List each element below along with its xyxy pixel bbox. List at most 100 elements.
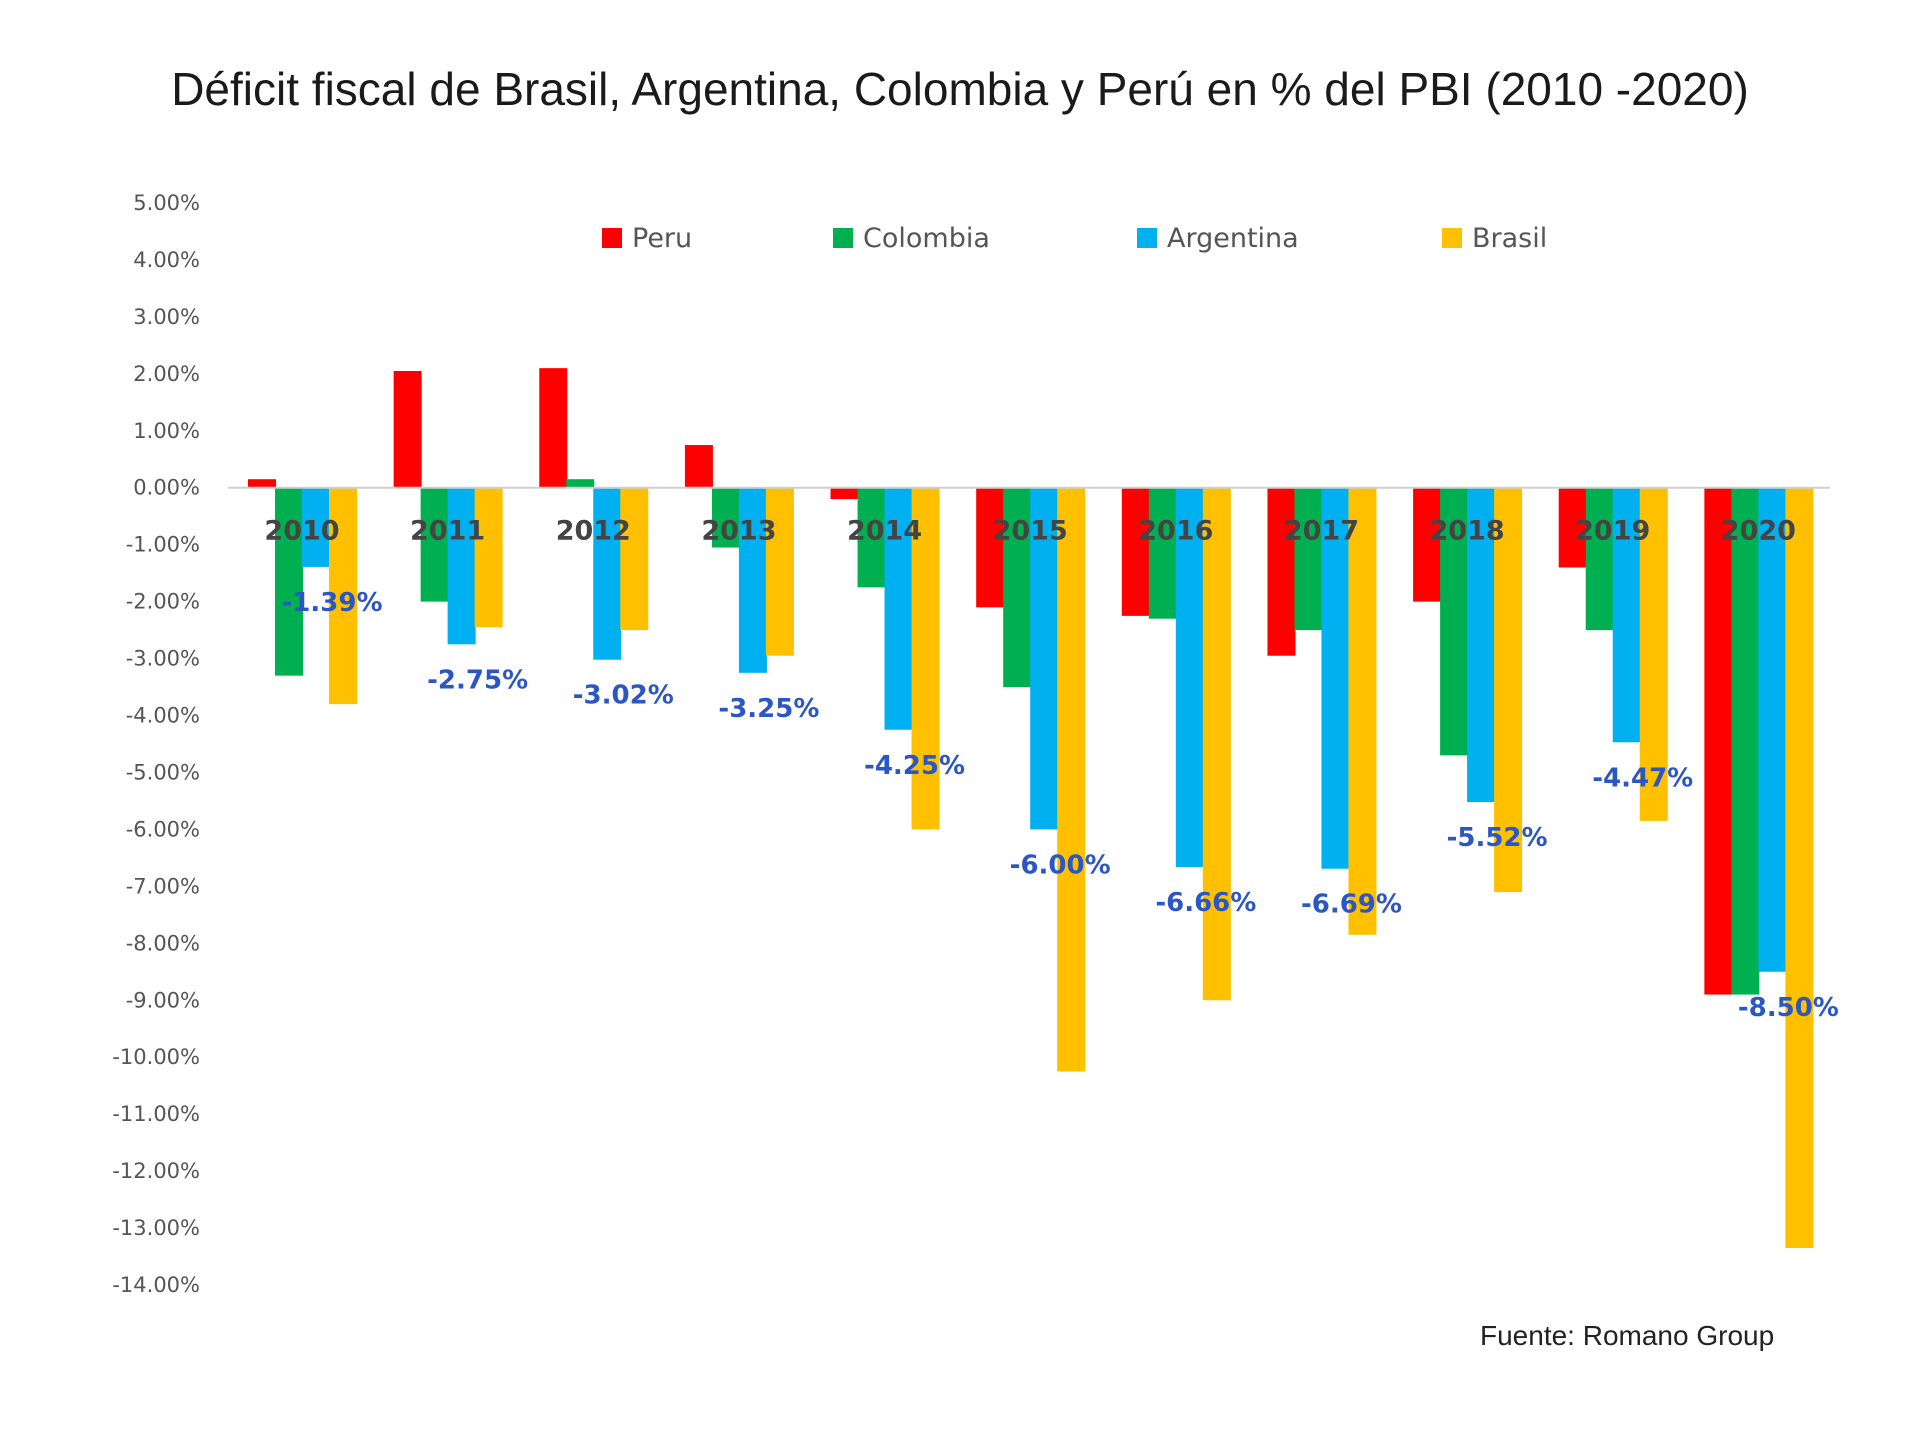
bar-peru bbox=[1413, 487, 1442, 602]
x-category-label: 2015 bbox=[993, 516, 1068, 547]
y-tick-label: -10.00% bbox=[112, 1045, 200, 1069]
y-axis: 5.00% 4.00% 3.00% 2.00% 1.00% 0.00% -1.00% -2.0… bbox=[112, 191, 200, 1297]
legend: Peru Colombia Argentina Brasil bbox=[602, 223, 1547, 254]
bar-peru bbox=[830, 487, 859, 500]
bar-peru bbox=[976, 487, 1005, 608]
bar-argentina bbox=[447, 487, 476, 645]
y-tick-label: -1.00% bbox=[126, 533, 200, 557]
y-tick-label: -6.00% bbox=[126, 817, 200, 841]
bar-colombia bbox=[1585, 487, 1614, 631]
x-category-label: 2019 bbox=[1575, 516, 1650, 547]
bar-argentina bbox=[1467, 487, 1496, 803]
legend-label: Brasil bbox=[1472, 223, 1547, 254]
source-note: Fuente: Romano Group bbox=[1480, 1320, 1775, 1351]
data-label: -3.02% bbox=[573, 681, 674, 711]
y-tick-label: 2.00% bbox=[133, 362, 200, 386]
data-label: -4.47% bbox=[1592, 763, 1693, 793]
bar-peru bbox=[1704, 487, 1733, 995]
y-tick-label: -3.00% bbox=[126, 647, 200, 671]
y-tick-label: -9.00% bbox=[126, 988, 200, 1012]
bar-peru bbox=[1121, 487, 1150, 616]
x-category-label: 2018 bbox=[1430, 516, 1505, 547]
bar-peru bbox=[393, 370, 422, 488]
bar-brasil bbox=[474, 487, 503, 628]
bar-argentina bbox=[1175, 487, 1204, 868]
bar-brasil bbox=[329, 487, 357, 705]
bar-colombia bbox=[857, 487, 886, 588]
y-tick-label: -4.00% bbox=[126, 704, 200, 728]
y-tick-label: -12.00% bbox=[112, 1159, 200, 1183]
bar-peru bbox=[248, 479, 276, 488]
y-tick-label: 0.00% bbox=[133, 476, 200, 500]
bar-brasil bbox=[1639, 487, 1668, 821]
data-labels: -1.39% -2.75% -3.02% -3.25% -4.25% -6.00% -6.6… bbox=[282, 588, 1839, 1023]
y-tick-label: -8.00% bbox=[126, 931, 200, 955]
y-tick-label: 5.00% bbox=[133, 191, 200, 215]
x-category-label: 2017 bbox=[1284, 516, 1359, 547]
bar-brasil bbox=[911, 487, 940, 830]
bar-peru bbox=[539, 368, 568, 488]
bar-brasil bbox=[1057, 487, 1086, 1072]
bar-argentina bbox=[593, 487, 622, 660]
y-tick-label: -5.00% bbox=[126, 760, 200, 784]
chart-title: Déficit fiscal de Brasil, Argentina, Col… bbox=[171, 63, 1749, 115]
bar-argentina bbox=[738, 487, 767, 673]
legend-label: Colombia bbox=[863, 223, 990, 254]
bar-colombia bbox=[1003, 487, 1032, 688]
bar-colombia bbox=[711, 487, 740, 548]
bar-colombia bbox=[420, 487, 449, 602]
data-label: -6.66% bbox=[1155, 888, 1256, 918]
legend-swatch bbox=[602, 228, 622, 248]
y-tick-label: -7.00% bbox=[126, 874, 200, 898]
x-category-label: 2010 bbox=[264, 516, 339, 547]
bar-argentina bbox=[302, 487, 330, 567]
legend-label: Argentina bbox=[1167, 223, 1299, 254]
bar-peru bbox=[1267, 487, 1296, 656]
y-tick-label: -11.00% bbox=[112, 1102, 200, 1126]
bar-argentina bbox=[1758, 487, 1787, 972]
bar-brasil bbox=[765, 487, 794, 656]
x-category-label: 2013 bbox=[701, 516, 776, 547]
bar-colombia bbox=[566, 479, 595, 488]
legend-swatch bbox=[833, 228, 853, 248]
bar-brasil bbox=[620, 487, 649, 631]
legend-label: Peru bbox=[632, 223, 692, 254]
bar-argentina bbox=[884, 487, 913, 730]
y-tick-label: -2.00% bbox=[126, 590, 200, 614]
bar-brasil bbox=[1202, 487, 1231, 1001]
x-category-label: 2016 bbox=[1138, 516, 1213, 547]
x-category-label: 2014 bbox=[847, 516, 922, 547]
legend-swatch bbox=[1442, 228, 1462, 248]
data-label: -1.39% bbox=[282, 588, 383, 618]
x-category-label: 2012 bbox=[556, 516, 631, 547]
bar-argentina bbox=[1321, 487, 1350, 869]
bar-brasil bbox=[1348, 487, 1377, 935]
data-label: -5.52% bbox=[1447, 823, 1548, 853]
bar-colombia bbox=[1731, 487, 1760, 995]
bar-colombia bbox=[1294, 487, 1323, 631]
bar-colombia bbox=[1148, 487, 1177, 619]
data-label: -8.50% bbox=[1738, 993, 1839, 1023]
bars bbox=[248, 368, 1814, 1248]
x-category-label: 2020 bbox=[1721, 516, 1796, 547]
legend-swatch bbox=[1137, 228, 1157, 248]
y-tick-label: 4.00% bbox=[133, 248, 200, 272]
y-tick-label: 1.00% bbox=[133, 419, 200, 443]
y-tick-label: -13.00% bbox=[112, 1216, 200, 1240]
bar-brasil bbox=[1785, 487, 1814, 1248]
bar-brasil bbox=[1494, 487, 1523, 893]
data-label: -4.25% bbox=[864, 751, 965, 781]
data-label: -2.75% bbox=[427, 665, 528, 695]
bar-colombia bbox=[275, 487, 303, 676]
data-label: -6.00% bbox=[1010, 850, 1111, 880]
y-tick-label: 3.00% bbox=[133, 305, 200, 329]
y-tick-label: -14.00% bbox=[112, 1273, 200, 1297]
bar-peru bbox=[684, 445, 713, 488]
bar-argentina bbox=[1612, 487, 1641, 743]
bar-argentina bbox=[1030, 487, 1059, 830]
bar-colombia bbox=[1440, 487, 1469, 756]
x-category-label: 2011 bbox=[410, 516, 485, 547]
category-labels: 2010 2011 2012 2013 2014 2015 2016 2017 2018 2019… bbox=[264, 516, 1796, 547]
data-label: -6.69% bbox=[1301, 890, 1402, 920]
